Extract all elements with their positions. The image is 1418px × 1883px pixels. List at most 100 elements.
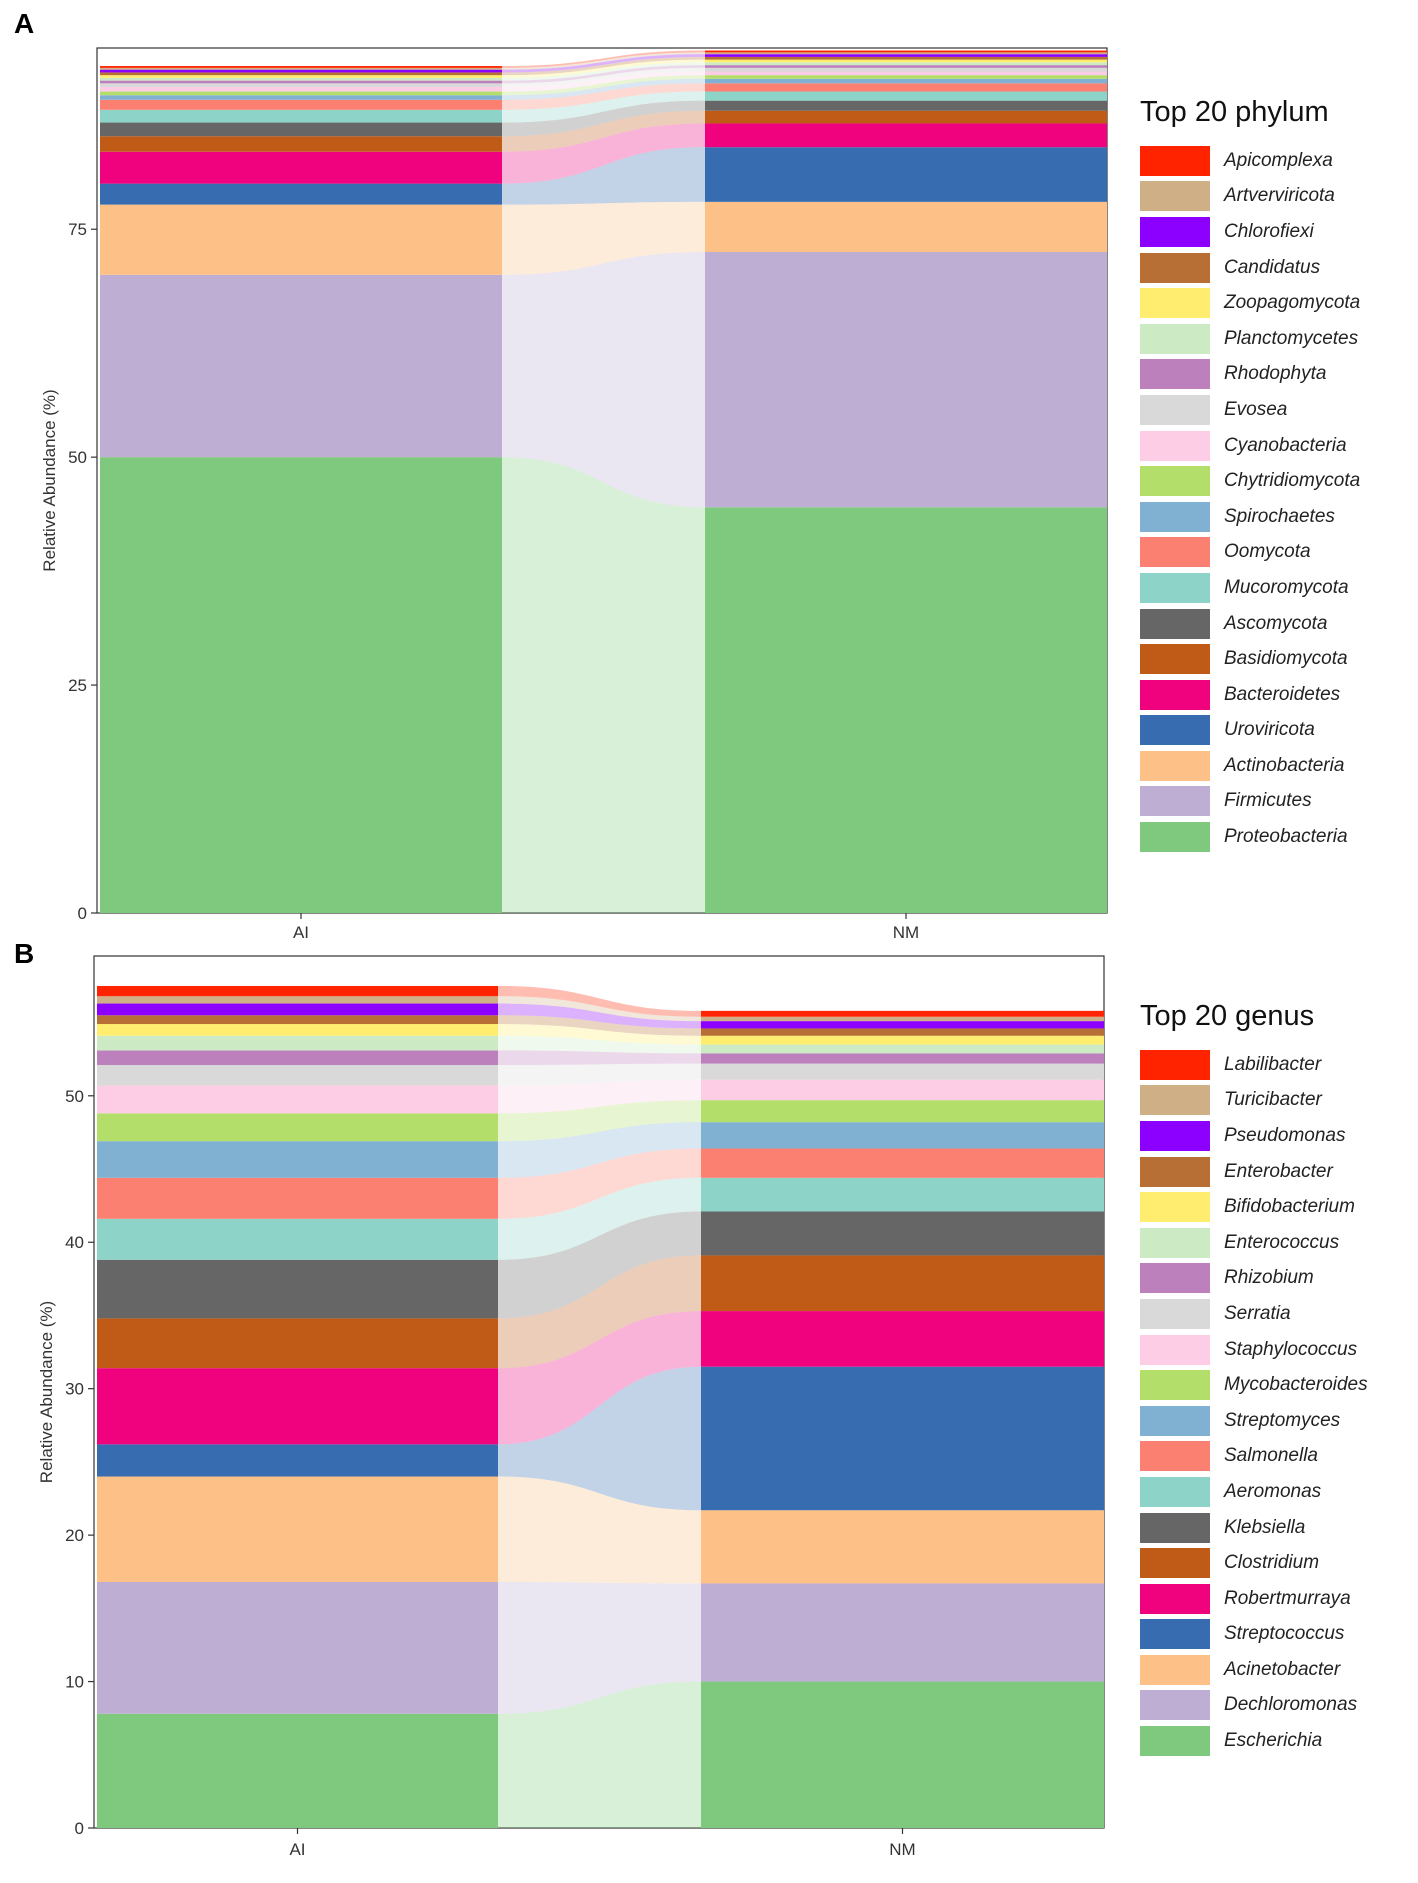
bar-segment-ai-pseudomonas — [97, 1003, 498, 1016]
bar-segment-ai-spirochaetes — [100, 95, 502, 100]
legend-label: Labilibacter — [1224, 1053, 1322, 1075]
legend-label: Bacteroidetes — [1224, 683, 1341, 705]
series-group — [100, 50, 1107, 913]
flow-acinetobacter — [498, 1476, 701, 1584]
bar-segment-nm-planctomycetes — [705, 62, 1107, 66]
stacked-chart-b: 0 10 20 30 40 50 AI NM Relative Abundance (%) — [37, 955, 1105, 1859]
flow-actinobacteria — [502, 201, 705, 275]
y-tick-label: 40 — [65, 1233, 84, 1252]
bar-segment-nm-labilibacter — [701, 1010, 1104, 1017]
legend-swatch — [1140, 1619, 1210, 1650]
legend-item-rhodophyta: Rhodophyta — [1140, 357, 1360, 393]
flow-bacteroidetes — [502, 123, 705, 184]
flow-rhodophyta — [502, 65, 705, 84]
legend-item-serratia: Serratia — [1140, 1296, 1368, 1332]
bar-segment-ai-artverviricota — [100, 67, 502, 70]
bar-segment-ai-salmonella — [97, 1177, 498, 1219]
legend-item-evosea: Evosea — [1140, 392, 1360, 428]
legend-swatch — [1140, 1263, 1210, 1294]
legend-swatch — [1140, 1476, 1210, 1507]
legend-label: Streptococcus — [1224, 1623, 1345, 1645]
legend-item-escherichia: Escherichia — [1140, 1723, 1368, 1759]
bar-segment-nm-klebsiella — [701, 1211, 1104, 1256]
flow-enterococcus — [498, 1035, 701, 1054]
flow-ascomycota — [502, 100, 705, 137]
legend-label: Chlorofiexi — [1224, 220, 1314, 242]
legend-item-chytridiomycota: Chytridiomycota — [1140, 463, 1360, 499]
legend-title-b: Top 20 genus — [1140, 1000, 1315, 1032]
legend-label: Actinobacteria — [1224, 754, 1345, 776]
legend-label: Escherichia — [1224, 1730, 1323, 1752]
flow-mucoromycota — [502, 91, 705, 123]
legend-label: Streptomyces — [1224, 1409, 1341, 1431]
legend-swatch — [1140, 1441, 1210, 1472]
bar-segment-nm-robertmurraya — [701, 1311, 1104, 1367]
legend-item-candidatus: Candidatus — [1140, 250, 1360, 286]
legend-item-oomycota: Oomycota — [1140, 535, 1360, 571]
legend-swatch — [1140, 608, 1210, 639]
bar-segment-ai-firmicutes — [100, 274, 502, 458]
legend-label: Bifidobacterium — [1224, 1196, 1355, 1218]
bar-segment-nm-enterobacter — [701, 1028, 1104, 1036]
bar-segment-nm-rhodophyta — [705, 65, 1107, 68]
legend-item-ascomycota: Ascomycota — [1140, 606, 1360, 642]
legend-swatch — [1140, 1370, 1210, 1401]
legend-item-rhizobium: Rhizobium — [1140, 1261, 1368, 1297]
x-tick-label: NM — [889, 1840, 915, 1859]
legend-a: Top 20 phylum Apicomplexa Artverviricota C… — [1140, 96, 1360, 855]
flow-robertmurraya — [498, 1311, 701, 1445]
legend-swatch — [1140, 288, 1210, 319]
legend-swatch — [1140, 181, 1210, 212]
legend-item-planctomycetes: Planctomycetes — [1140, 321, 1360, 357]
legend-swatch — [1140, 750, 1210, 781]
bar-segment-nm-uroviricota — [705, 147, 1107, 202]
flow-streptococcus — [498, 1366, 701, 1511]
legend-item-aeromonas: Aeromonas — [1140, 1474, 1368, 1510]
legend-label: Serratia — [1224, 1302, 1291, 1324]
legend-swatch — [1140, 1049, 1210, 1080]
bar-segment-nm-bacteroidetes — [705, 123, 1107, 148]
bar-segment-nm-evosea — [705, 67, 1107, 72]
legend-item-actinobacteria: Actinobacteria — [1140, 748, 1360, 784]
bar-segment-ai-enterobacter — [97, 1015, 498, 1025]
flow-basidiomycota — [502, 110, 705, 152]
panel-b: B 0 10 20 30 40 50 AI NM Relative Abundance (%) … — [0, 938, 1418, 1883]
legend-swatch — [1140, 1156, 1210, 1187]
legend-label: Basidiomycota — [1224, 648, 1348, 670]
flow-staphylococcus — [498, 1079, 701, 1114]
series-group — [97, 985, 1104, 1828]
bar-segment-nm-chytridiomycota — [705, 75, 1107, 79]
flow-firmicutes — [502, 252, 705, 508]
bar-segment-nm-escherichia — [701, 1681, 1104, 1828]
legend-label: Salmonella — [1224, 1445, 1318, 1467]
legend-item-artverviricota: Artverviricota — [1140, 179, 1360, 215]
legend-swatch — [1140, 359, 1210, 390]
bar-segment-ai-escherichia — [97, 1713, 498, 1828]
legend-swatch — [1140, 1227, 1210, 1258]
panel-a: A 0 25 50 75 AI NM Relative Abundance (%) Top … — [0, 0, 1418, 940]
flow-rhizobium — [498, 1050, 701, 1066]
legend-item-bacteroidetes: Bacteroidetes — [1140, 677, 1360, 713]
legend-label: Clostridium — [1224, 1552, 1320, 1574]
bar-segment-nm-apicomplexa — [705, 50, 1107, 53]
legend-label: Dechloromonas — [1224, 1694, 1358, 1716]
legend-label: Artverviricota — [1224, 185, 1335, 207]
y-axis-title: Relative Abundance (%) — [37, 1301, 56, 1483]
legend-swatch — [1140, 216, 1210, 247]
bar-segment-ai-enterococcus — [97, 1035, 498, 1051]
legend-swatch — [1140, 1726, 1210, 1757]
x-tick-label: AI — [289, 1840, 305, 1859]
flow-chlorofiexi — [502, 54, 705, 73]
legend-item-robertmurraya: Robertmurraya — [1140, 1581, 1368, 1617]
bar-segment-nm-streptomyces — [701, 1122, 1104, 1149]
legend-item-klebsiella: Klebsiella — [1140, 1510, 1368, 1546]
flow-escherichia — [498, 1681, 701, 1828]
bar-segment-nm-staphylococcus — [701, 1079, 1104, 1101]
bar-segment-nm-salmonella — [701, 1148, 1104, 1178]
flow-streptomyces — [498, 1122, 701, 1178]
legend-swatch — [1140, 572, 1210, 603]
flow-dechloromonas — [498, 1581, 701, 1714]
legend-item-clostridium: Clostridium — [1140, 1545, 1368, 1581]
flow-klebsiella — [498, 1211, 701, 1319]
bar-segment-ai-acinetobacter — [97, 1476, 498, 1582]
